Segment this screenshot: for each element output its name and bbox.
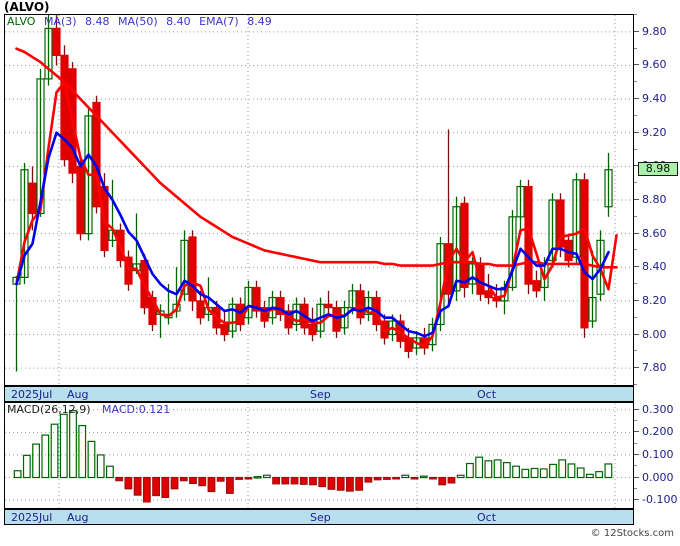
macd-tick-mark xyxy=(634,499,639,501)
macd-tick-label: 0.200 xyxy=(642,425,674,439)
page-title: (ALVO) xyxy=(4,0,50,14)
macd-minor-tick xyxy=(634,487,637,489)
price-tick-label: 9.40 xyxy=(642,92,667,106)
price-minor-tick xyxy=(634,249,637,251)
macd-axis: 0.300 0.200 0.100 0.000 -0.100 xyxy=(634,402,680,509)
legend-ma50-label: MA(50) xyxy=(118,15,158,28)
date-tick-bottom: Sep xyxy=(310,511,331,524)
price-tick-label: 9.60 xyxy=(642,58,667,72)
price-legend: ALVO MA(3) 8.48 MA(50) 8.40 EMA(7) 8.49 xyxy=(7,16,277,28)
price-minor-tick xyxy=(634,350,637,352)
date-tick-bottom: 2025Jul xyxy=(11,511,53,524)
price-tick-label: 9.20 xyxy=(642,125,667,139)
macd-minor-tick xyxy=(634,442,637,444)
price-minor-tick xyxy=(634,81,637,83)
macd-tick-label: -0.100 xyxy=(642,493,678,507)
price-tick-label: 8.40 xyxy=(642,260,667,274)
legend-ma3-label: MA(3) xyxy=(43,15,77,28)
price-minor-tick xyxy=(634,283,637,285)
legend-ema7-value: 8.49 xyxy=(247,15,272,28)
price-tick-mark xyxy=(634,266,639,268)
legend-ema7-label: EMA(7) xyxy=(199,15,239,28)
macd-tick-label: 0.300 xyxy=(642,402,674,416)
price-tick-label: 8.80 xyxy=(642,193,667,206)
price-chart-panel[interactable] xyxy=(4,14,634,386)
price-minor-tick xyxy=(634,148,637,150)
macd-tick-mark xyxy=(634,476,639,478)
price-tick-mark xyxy=(634,367,639,369)
price-minor-tick xyxy=(634,316,637,318)
macd-plot-svg xyxy=(5,403,633,508)
price-tick-mark xyxy=(634,98,639,100)
price-minor-tick xyxy=(634,384,637,385)
macd-minor-tick xyxy=(634,420,637,422)
date-tick-bottom: Oct xyxy=(477,511,497,524)
date-tick-top: Sep xyxy=(310,388,331,401)
price-minor-tick xyxy=(634,182,637,184)
date-tick-bottom: Aug xyxy=(67,511,89,524)
macd-chart-panel[interactable] xyxy=(4,402,634,509)
price-tick-label: 8.60 xyxy=(642,226,667,240)
price-tick-label: 8.20 xyxy=(642,293,667,307)
legend-ma3-value: 8.48 xyxy=(85,15,110,28)
macd-tick-label: 0.100 xyxy=(642,447,674,461)
macd-minor-tick xyxy=(634,465,637,467)
last-price-badge: 8.98 xyxy=(638,161,678,176)
price-tick-mark xyxy=(634,131,639,133)
macd-tick-label: 0.000 xyxy=(642,470,674,484)
price-tick-mark xyxy=(634,333,639,335)
macd-tick-mark xyxy=(634,408,639,410)
macd-tick-mark xyxy=(634,431,639,433)
date-axis-top: 2025Jul Aug Sep Oct xyxy=(4,386,634,402)
macd-legend: MACD(26,12,9) MACD:0.121 xyxy=(7,404,170,416)
price-tick-label: 7.80 xyxy=(642,361,667,375)
price-tick-mark xyxy=(634,64,639,66)
price-minor-tick xyxy=(634,47,637,49)
price-tick-mark xyxy=(634,199,639,200)
price-minor-tick xyxy=(634,215,637,217)
macd-tick-mark xyxy=(634,453,639,455)
price-axis: 8.98 9.809.609.409.209.008.808.608.408.2… xyxy=(634,14,680,386)
price-tick-mark xyxy=(634,30,639,32)
price-minor-tick xyxy=(634,14,637,15)
legend-symbol: ALVO xyxy=(7,15,36,28)
price-tick-mark xyxy=(634,232,639,234)
price-plot-svg xyxy=(5,15,633,385)
date-tick-top: 2025Jul xyxy=(11,388,53,401)
date-axis-bottom: 2025Jul Aug Sep Oct xyxy=(4,509,634,525)
macd-value-label: MACD:0.121 xyxy=(102,403,171,416)
legend-ma50-value: 8.40 xyxy=(166,15,191,28)
price-tick-label: 8.00 xyxy=(642,327,667,341)
date-tick-top: Oct xyxy=(477,388,497,401)
footer-credit: © 12Stocks.com xyxy=(590,528,674,539)
price-minor-tick xyxy=(634,114,637,116)
price-tick-mark xyxy=(634,299,639,301)
price-tick-mark xyxy=(634,165,639,167)
macd-indicator-label: MACD(26,12,9) xyxy=(7,403,91,416)
price-tick-label: 9.80 xyxy=(642,24,667,38)
date-tick-top: Aug xyxy=(67,388,89,401)
